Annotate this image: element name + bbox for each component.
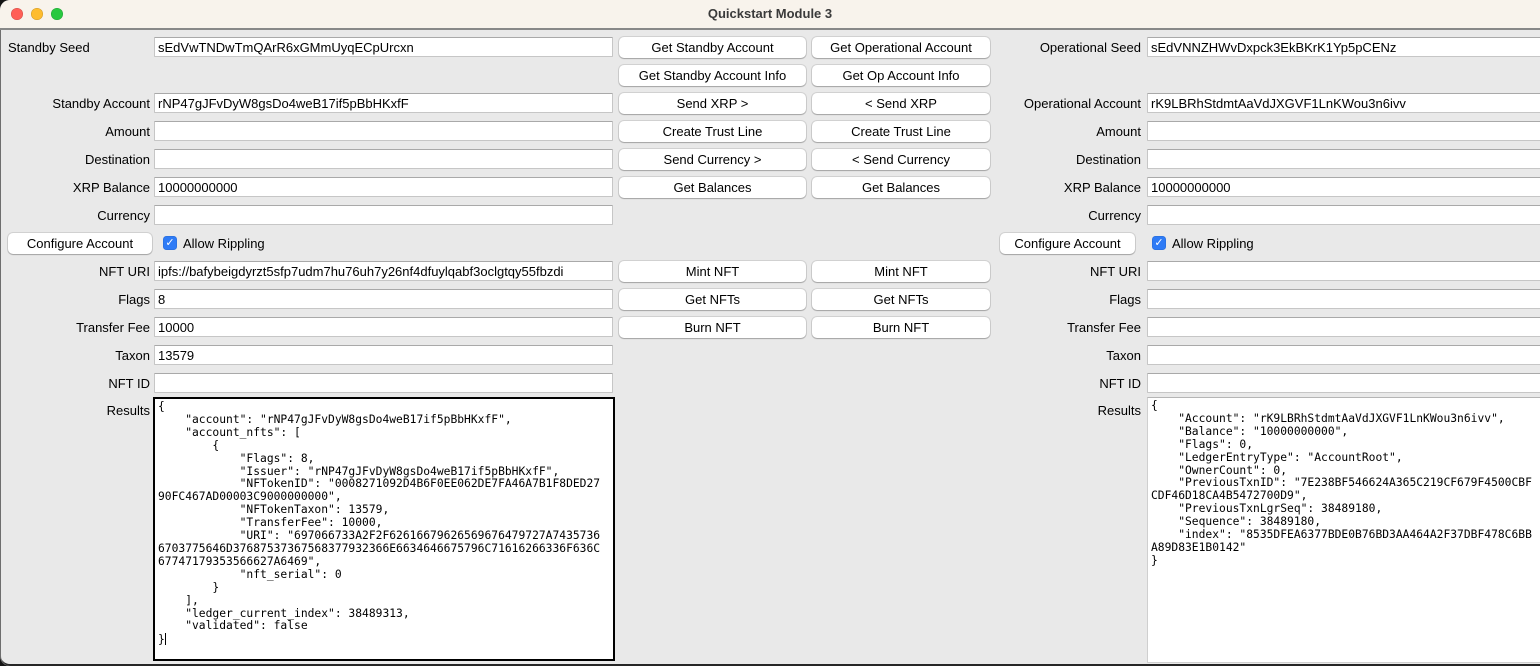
standby-mint-nft-button[interactable]: Mint NFT <box>619 261 806 282</box>
operational-burn-nft-button[interactable]: Burn NFT <box>812 317 990 338</box>
operational-nft-uri-input[interactable] <box>1147 261 1540 281</box>
operational-nft-id-input[interactable] <box>1147 373 1540 393</box>
standby-configure-account-button[interactable]: Configure Account <box>8 233 152 254</box>
operational-transfer-fee-label: Transfer Fee <box>1067 320 1141 335</box>
operational-get-balances-button[interactable]: Get Balances <box>812 177 990 198</box>
operational-taxon-input[interactable] <box>1147 345 1540 365</box>
operational-amount-label: Amount <box>1096 124 1141 139</box>
operational-nft-id-label: NFT ID <box>1099 376 1141 391</box>
standby-destination-label: Destination <box>84 152 150 167</box>
standby-results-text: { "account": "rNP47gJFvDyW8gsDo4weB17if5… <box>158 400 601 647</box>
standby-allow-rippling-checkbox[interactable]: ✓ <box>163 236 177 250</box>
operational-transfer-fee-input[interactable] <box>1147 317 1540 337</box>
standby-flags-input[interactable] <box>154 289 613 309</box>
zoom-button[interactable] <box>51 8 63 20</box>
standby-burn-nft-button[interactable]: Burn NFT <box>619 317 806 338</box>
standby-results-label: Results <box>106 403 150 418</box>
operational-xrp-balance-label: XRP Balance <box>1063 180 1141 195</box>
standby-seed-input[interactable] <box>154 37 613 57</box>
operational-flags-label: Flags <box>1109 292 1141 307</box>
standby-amount-label: Amount <box>105 124 150 139</box>
operational-results-text: { "Account": "rK9LBRhStdmtAaVdJXGVF1LnKW… <box>1151 399 1532 567</box>
standby-create-trust-line-button[interactable]: Create Trust Line <box>619 121 806 142</box>
standby-account-input[interactable] <box>154 93 613 113</box>
checkmark-icon: ✓ <box>165 237 175 249</box>
window-title: Quickstart Module 3 <box>707 6 833 21</box>
operational-currency-label: Currency <box>1088 208 1141 223</box>
standby-taxon-label: Taxon <box>115 348 150 363</box>
operational-account-input[interactable] <box>1147 93 1540 113</box>
standby-seed-label: Standby Seed <box>8 40 90 55</box>
get-op-account-info-button[interactable]: Get Op Account Info <box>812 65 990 86</box>
title-bar: Quickstart Module 3 <box>0 0 1540 30</box>
operational-destination-label: Destination <box>1075 152 1141 167</box>
standby-transfer-fee-input[interactable] <box>154 317 613 337</box>
standby-xrp-balance-label: XRP Balance <box>72 180 150 195</box>
operational-destination-input[interactable] <box>1147 149 1540 169</box>
standby-results-textarea[interactable]: { "account": "rNP47gJFvDyW8gsDo4weB17if5… <box>153 397 615 661</box>
standby-nft-uri-input[interactable] <box>154 261 613 281</box>
close-button[interactable] <box>11 8 23 20</box>
operational-mint-nft-button[interactable]: Mint NFT <box>812 261 990 282</box>
send-xrp-to-operational-button[interactable]: Send XRP > <box>619 93 806 114</box>
send-currency-to-standby-button[interactable]: < Send Currency <box>812 149 990 170</box>
standby-flags-label: Flags <box>118 292 150 307</box>
operational-taxon-label: Taxon <box>1106 348 1141 363</box>
operational-results-label: Results <box>1097 403 1141 418</box>
operational-nft-uri-label: NFT URI <box>1089 264 1141 279</box>
standby-taxon-input[interactable] <box>154 345 613 365</box>
standby-xrp-balance-input[interactable] <box>154 177 613 197</box>
operational-results-textarea[interactable]: { "Account": "rK9LBRhStdmtAaVdJXGVF1LnKW… <box>1147 397 1540 663</box>
standby-destination-input[interactable] <box>154 149 613 169</box>
standby-currency-input[interactable] <box>154 205 613 225</box>
get-standby-account-button[interactable]: Get Standby Account <box>619 37 806 58</box>
get-standby-account-info-button[interactable]: Get Standby Account Info <box>619 65 806 86</box>
operational-currency-input[interactable] <box>1147 205 1540 225</box>
operational-flags-input[interactable] <box>1147 289 1540 309</box>
standby-account-label: Standby Account <box>52 96 150 111</box>
operational-amount-input[interactable] <box>1147 121 1540 141</box>
get-operational-account-button[interactable]: Get Operational Account <box>812 37 990 58</box>
standby-nft-id-input[interactable] <box>154 373 613 393</box>
standby-nft-uri-label: NFT URI <box>98 264 150 279</box>
standby-transfer-fee-label: Transfer Fee <box>76 320 150 335</box>
minimize-button[interactable] <box>31 8 43 20</box>
standby-allow-rippling-label: Allow Rippling <box>183 236 265 251</box>
text-cursor <box>164 633 167 646</box>
operational-create-trust-line-button[interactable]: Create Trust Line <box>812 121 990 142</box>
standby-get-balances-button[interactable]: Get Balances <box>619 177 806 198</box>
operational-seed-input[interactable] <box>1147 37 1540 57</box>
operational-allow-rippling-checkbox[interactable]: ✓ <box>1152 236 1166 250</box>
standby-currency-label: Currency <box>97 208 150 223</box>
send-xrp-to-standby-button[interactable]: < Send XRP <box>812 93 990 114</box>
checkmark-icon: ✓ <box>1154 237 1164 249</box>
operational-xrp-balance-input[interactable] <box>1147 177 1540 197</box>
standby-amount-input[interactable] <box>154 121 613 141</box>
operational-account-label: Operational Account <box>1023 96 1141 111</box>
operational-get-nfts-button[interactable]: Get NFTs <box>812 289 990 310</box>
operational-seed-label: Operational Seed <box>1039 40 1141 55</box>
standby-nft-id-label: NFT ID <box>108 376 150 391</box>
standby-get-nfts-button[interactable]: Get NFTs <box>619 289 806 310</box>
operational-allow-rippling-label: Allow Rippling <box>1172 236 1254 251</box>
operational-configure-account-button[interactable]: Configure Account <box>1000 233 1135 254</box>
send-currency-to-operational-button[interactable]: Send Currency > <box>619 149 806 170</box>
